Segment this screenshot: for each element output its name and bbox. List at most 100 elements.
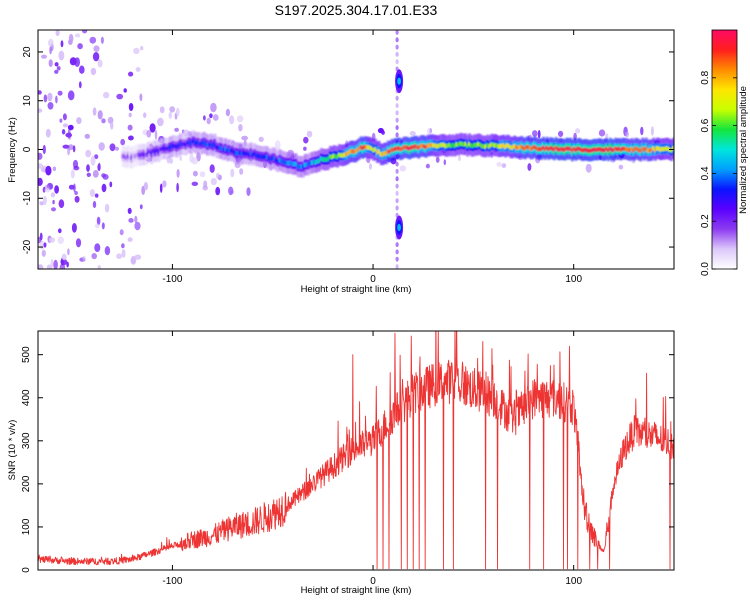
ridge-core xyxy=(533,144,536,150)
ridge-core xyxy=(253,151,256,157)
ridge-core xyxy=(347,151,350,156)
ridge-core xyxy=(316,159,319,164)
ridge-core xyxy=(314,160,318,165)
noise-blob xyxy=(109,181,113,188)
ridge-core xyxy=(305,162,309,167)
ridge-core xyxy=(520,144,523,149)
ridge-core xyxy=(164,146,168,151)
ridge-core xyxy=(547,147,551,152)
noise-blob xyxy=(95,223,100,229)
spike-blob xyxy=(395,37,399,43)
ridge-core xyxy=(641,146,644,151)
noise-blob xyxy=(443,159,446,166)
figure-title: S197.2025.304.17.01.E33 xyxy=(275,2,438,18)
ridge-core xyxy=(307,162,310,167)
ridge-core xyxy=(338,152,341,158)
noise-blob xyxy=(90,67,97,76)
spike-blob xyxy=(395,205,399,211)
ridge-core xyxy=(260,154,263,159)
noise-blob xyxy=(135,67,141,72)
ridge-core xyxy=(619,147,623,152)
ridge-core xyxy=(542,145,545,150)
spike-blob xyxy=(395,117,399,123)
ridge-core xyxy=(538,146,542,152)
ridge-core xyxy=(265,154,269,160)
noise-blob xyxy=(140,46,144,51)
noise-blob xyxy=(209,113,213,119)
ridge-core xyxy=(610,147,614,152)
ridge-core xyxy=(507,143,511,149)
noise-blob xyxy=(121,243,125,249)
ridge-core xyxy=(135,152,139,158)
noise-blob xyxy=(50,192,56,198)
noise-blob xyxy=(38,264,44,269)
ridge-core xyxy=(195,141,198,146)
harmonic-blob xyxy=(397,223,401,232)
noise-blob xyxy=(134,221,141,231)
noise-blob xyxy=(98,142,105,151)
noise-blob xyxy=(215,172,220,180)
noise-blob xyxy=(61,129,66,135)
noise-blob xyxy=(640,126,644,136)
ridge-core xyxy=(188,140,191,145)
spike-blob xyxy=(395,95,399,101)
y-tick-label: 400 xyxy=(21,389,32,406)
ridge-core xyxy=(273,156,276,161)
ridge-core xyxy=(421,143,424,148)
ridge-core xyxy=(309,160,312,166)
noise-blob xyxy=(127,207,132,214)
ridge-core xyxy=(356,148,359,153)
noise-blob xyxy=(67,144,74,151)
ridge-core xyxy=(137,152,141,157)
ridge-core xyxy=(269,157,272,163)
ridge-core xyxy=(608,146,612,151)
ridge-core xyxy=(173,143,177,149)
noise-blob xyxy=(133,47,140,55)
ridge-core xyxy=(585,147,588,153)
noise-blob xyxy=(48,59,53,67)
snr-y-label: SNR (10 * v/v) xyxy=(7,420,18,481)
noise-blob xyxy=(85,149,92,158)
ridge-core xyxy=(341,153,345,158)
noise-blob xyxy=(43,94,48,103)
noise-blob xyxy=(47,92,53,102)
noise-blob xyxy=(69,57,77,66)
ridge-core xyxy=(578,146,581,151)
ridge-core xyxy=(280,159,283,164)
ridge-core xyxy=(627,147,630,152)
ridge-core xyxy=(408,146,412,151)
ridge-core xyxy=(325,157,328,162)
ridge-core xyxy=(292,161,296,167)
ridge-core xyxy=(430,142,433,148)
noise-blob xyxy=(229,115,235,125)
ridge-core xyxy=(403,145,406,150)
ridge-core xyxy=(190,141,193,146)
ridge-core xyxy=(549,145,552,151)
noise-blob xyxy=(101,118,106,124)
noise-blob xyxy=(67,90,75,101)
ridge-core xyxy=(419,144,422,149)
noise-blob xyxy=(62,123,69,128)
noise-blob xyxy=(109,143,116,152)
ridge-core xyxy=(664,146,668,151)
ridge-core xyxy=(426,143,430,148)
ridge-core xyxy=(646,148,650,153)
ridge-core xyxy=(540,146,543,152)
ridge-core xyxy=(175,144,179,150)
ridge-core xyxy=(321,157,325,162)
ridge-core xyxy=(404,145,408,150)
ridge-core xyxy=(368,145,372,150)
noise-blob xyxy=(65,132,72,138)
noise-blob xyxy=(53,259,58,269)
ridge-core xyxy=(339,153,343,158)
ridge-core xyxy=(441,142,444,147)
noise-blob xyxy=(123,88,127,93)
ridge-core xyxy=(385,151,388,156)
ridge-core xyxy=(437,143,440,149)
ridge-core xyxy=(473,142,477,148)
ridge-core xyxy=(581,148,585,153)
ridge-core xyxy=(468,141,471,147)
noise-blob xyxy=(121,249,126,258)
noise-blob xyxy=(67,248,70,256)
noise-blob xyxy=(174,127,180,132)
